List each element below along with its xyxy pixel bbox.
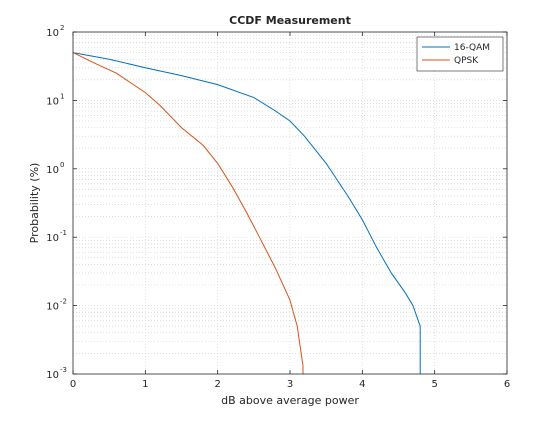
series-line-16-qam [72,52,421,374]
x-tick-label: 3 [287,379,293,390]
x-tick-label: 5 [431,379,437,390]
y-axis-label: Probability (%) [28,163,41,244]
y-tick-exponent: -3 [60,366,67,374]
y-tick-base: 10 [46,370,59,381]
y-tick-base: 10 [46,28,59,39]
series-line-qpsk [72,52,304,374]
y-tick-label: 10 [46,302,59,313]
y-tick-label: 10 [46,165,59,176]
x-tick-label: 1 [142,379,148,390]
y-tick-base: 10 [46,302,59,313]
legend-entry-label: QPSK [454,56,479,66]
grid-layer [73,32,507,374]
x-tick-label: 0 [70,379,76,390]
y-tick-exponent: 1 [60,92,64,100]
x-axis-label: dB above average power [221,394,359,407]
y-tick-base: 10 [46,165,59,176]
x-tick-label: 4 [359,379,365,390]
legend: 16-QAM QPSK [416,36,504,72]
y-tick-exponent: 0 [60,161,64,169]
chart-title: CCDF Measurement [229,14,351,27]
x-tick-label: 6 [504,379,510,390]
y-tick-label: 10 [46,28,59,39]
legend-box [416,36,504,72]
y-tick-exponent: 2 [60,24,64,32]
y-tick-base: 10 [46,96,59,107]
y-tick-exponent: -2 [60,298,67,306]
series-layer [72,52,421,374]
y-tick-label: 10 [46,233,59,244]
y-tick-base: 10 [46,233,59,244]
legend-entry-label: 16-QAM [454,43,490,53]
y-tick-exponent: -1 [60,229,67,237]
y-tick-label: 10 [46,96,59,107]
y-tick-label: 10 [46,370,59,381]
x-tick-label: 2 [214,379,220,390]
